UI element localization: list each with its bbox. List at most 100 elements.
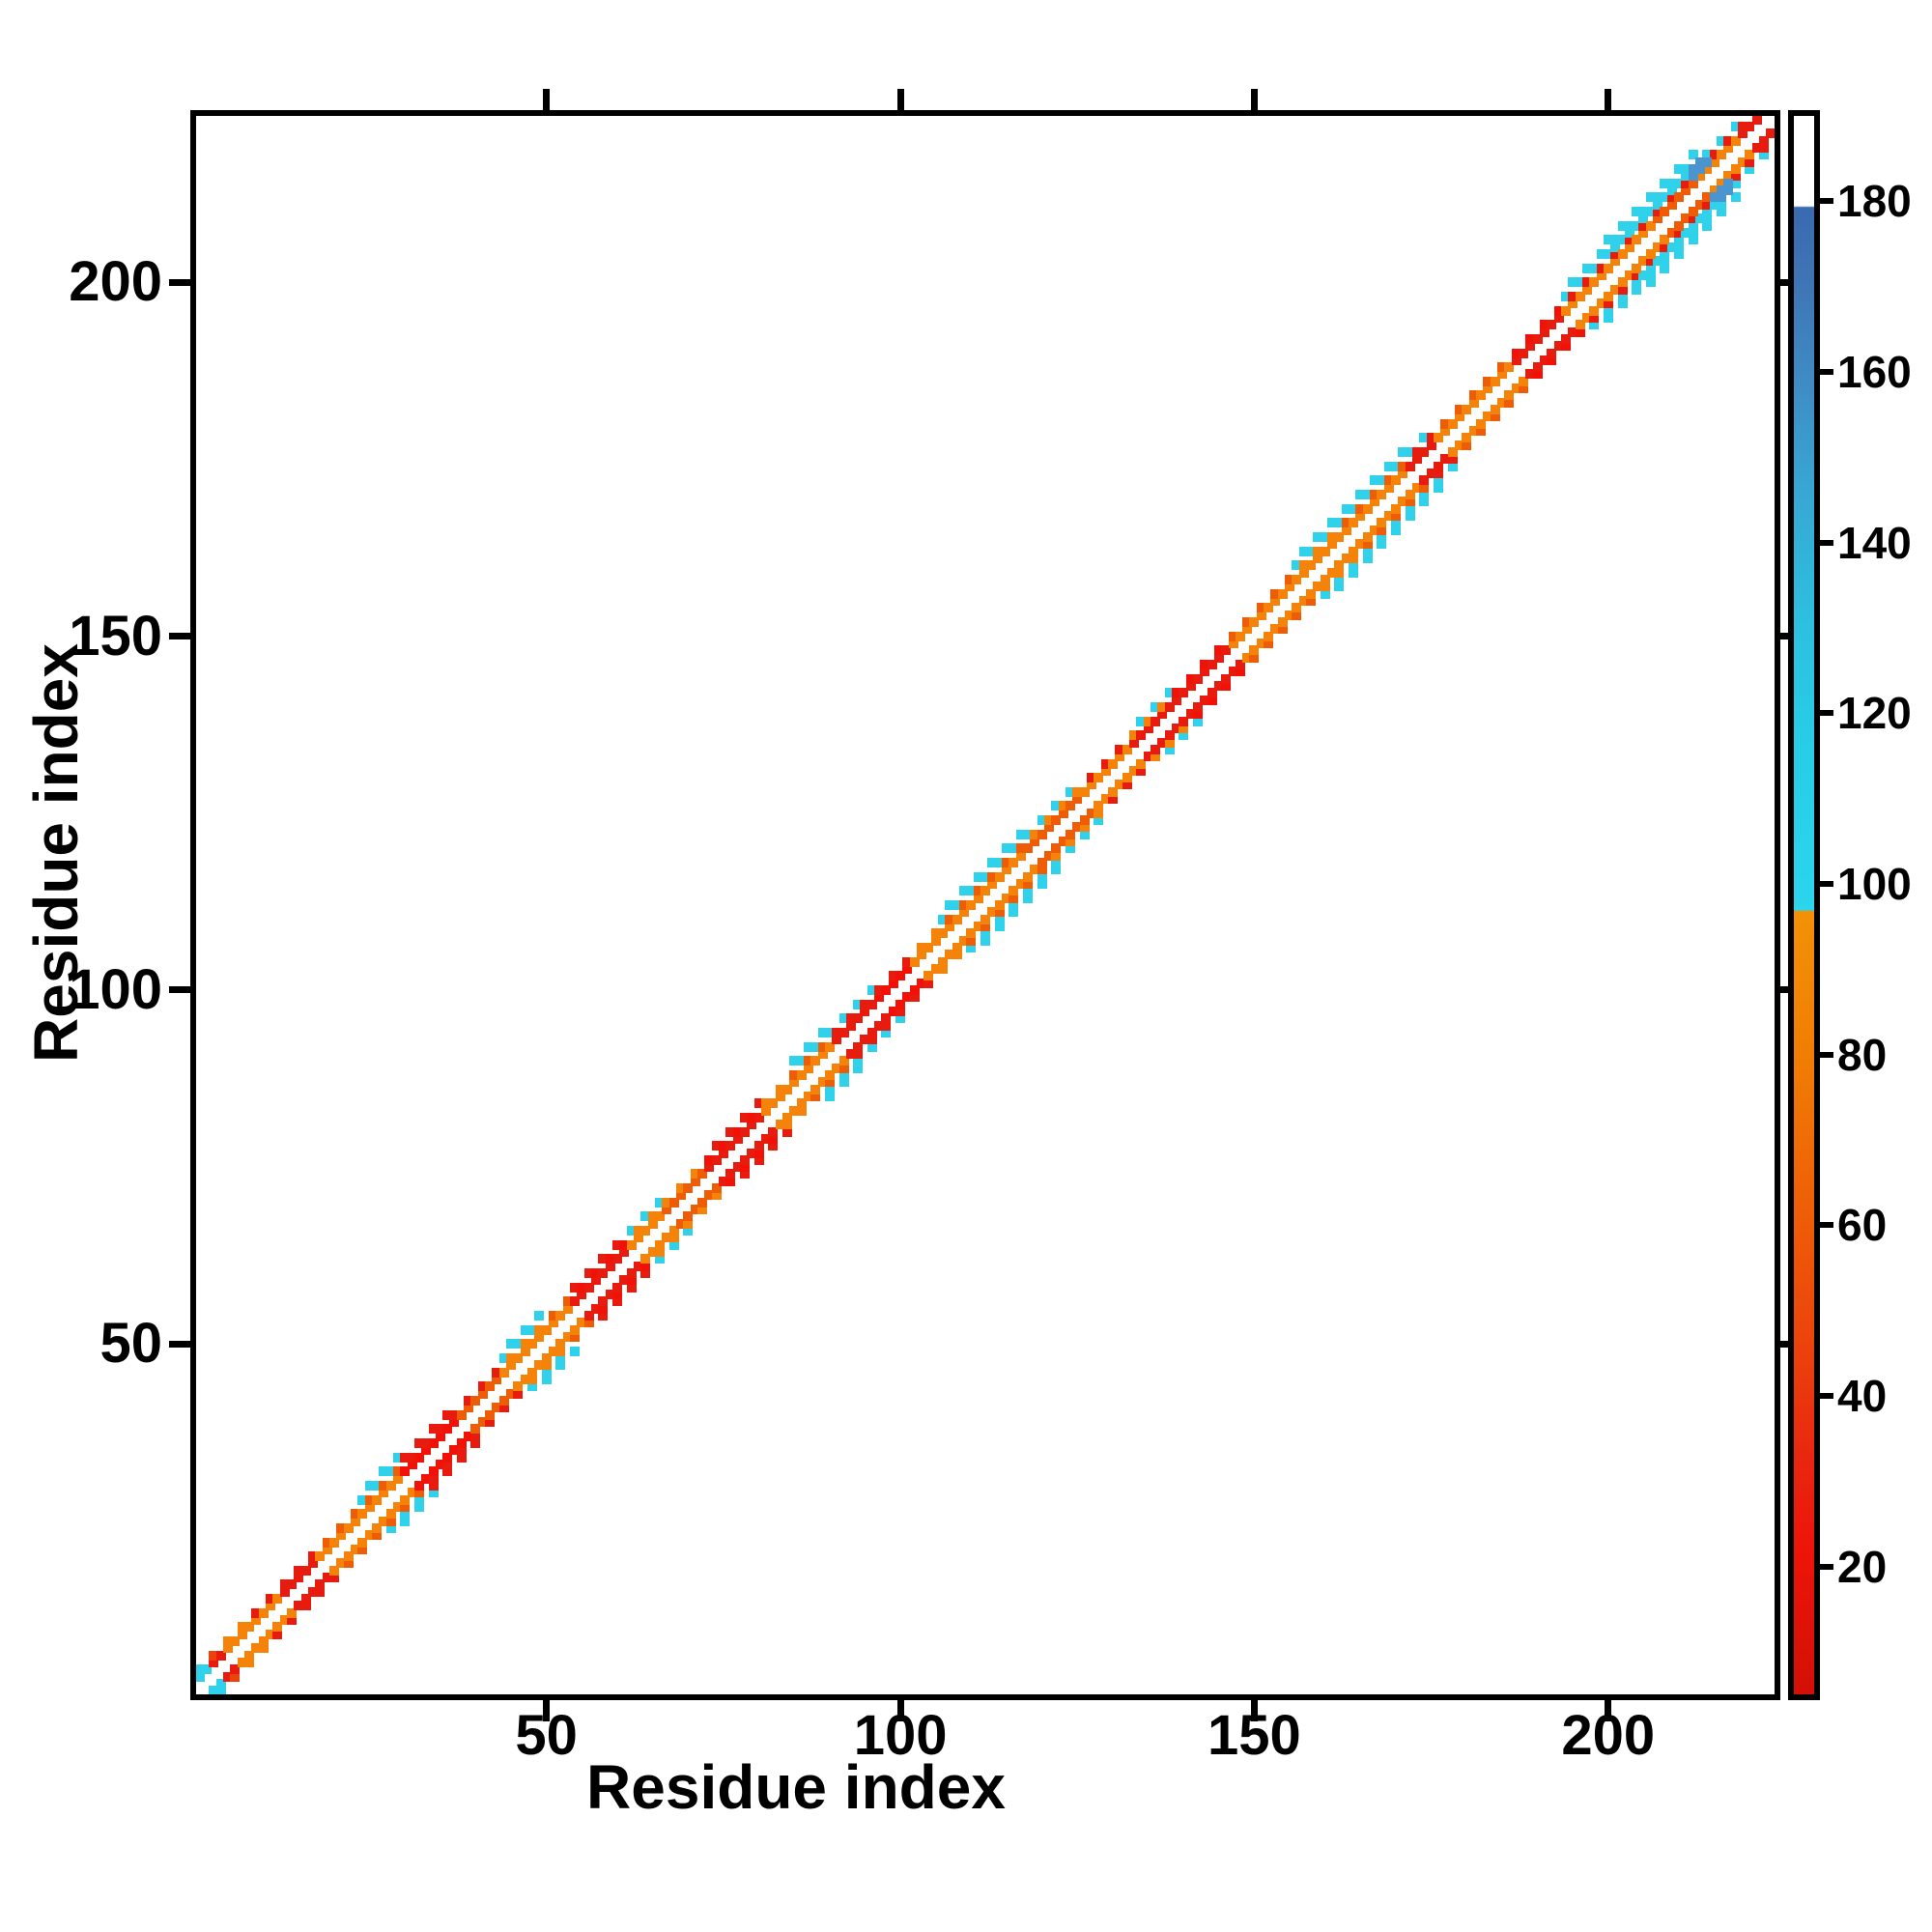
contact-cell — [1334, 532, 1345, 542]
contact-cell — [747, 1120, 757, 1130]
contact-cell — [598, 1303, 609, 1314]
contact-cell — [307, 1586, 318, 1597]
contact-cell — [888, 978, 898, 988]
contact-cell — [1688, 227, 1698, 238]
contact-cell — [1624, 270, 1634, 280]
contact-cell — [492, 1374, 502, 1384]
contact-cell — [202, 1664, 212, 1675]
contact-cell — [1023, 871, 1033, 882]
contact-cell — [470, 1431, 481, 1441]
contact-cell — [485, 1416, 496, 1427]
contact-cell — [662, 1197, 672, 1208]
contact-cell — [1164, 688, 1175, 698]
contact-cell — [930, 963, 941, 974]
contact-cell — [1419, 490, 1430, 499]
contact-cell — [400, 1466, 411, 1477]
contact-cell — [1434, 475, 1443, 486]
contact-cell — [1143, 723, 1153, 733]
contact-cell — [1419, 482, 1430, 493]
contact-cell — [1023, 829, 1033, 839]
contact-cell — [1412, 482, 1422, 493]
contact-cell — [1285, 582, 1295, 592]
contact-cell — [1405, 503, 1415, 514]
contact-cell — [1617, 277, 1628, 288]
contact-cell — [1695, 156, 1706, 167]
contact-cell — [753, 1148, 764, 1158]
contact-cell — [357, 1494, 368, 1505]
contact-cell — [711, 1141, 722, 1151]
contact-cell — [1185, 709, 1196, 720]
contact-cell — [1723, 143, 1734, 153]
contact-cell — [1355, 490, 1366, 499]
contact-cell — [1681, 164, 1691, 174]
colorbar-tick-label: 180 — [1837, 176, 1912, 227]
contact-cell — [640, 1254, 651, 1264]
contact-cell — [1645, 256, 1656, 267]
contact-cell — [506, 1388, 517, 1399]
contact-cell — [307, 1551, 318, 1562]
contact-cell — [1447, 418, 1458, 429]
contact-cell — [1434, 482, 1443, 493]
contact-cell — [775, 1084, 785, 1094]
contact-cell — [1037, 829, 1047, 839]
contact-cell — [1610, 248, 1621, 259]
contact-cell — [845, 1013, 856, 1024]
contact-cell — [506, 1339, 517, 1350]
contact-cell — [980, 871, 990, 882]
contact-cell — [1277, 588, 1288, 599]
contact-cell — [449, 1409, 460, 1420]
contact-cell — [1405, 490, 1415, 499]
contact-cell — [1547, 320, 1557, 330]
contact-cell — [371, 1522, 382, 1533]
contact-cell — [456, 1445, 467, 1456]
contact-cell — [1136, 730, 1147, 741]
contact-cell — [1313, 546, 1323, 556]
contact-cell — [385, 1522, 396, 1533]
contact-cell — [449, 1445, 460, 1456]
plot-frame — [190, 110, 1780, 1700]
contact-cell — [428, 1480, 439, 1491]
contact-cell — [477, 1416, 488, 1427]
contact-cell — [357, 1537, 368, 1548]
contact-cell — [1730, 192, 1741, 203]
colorbar-tick-label: 140 — [1837, 517, 1912, 568]
contact-cell — [1666, 227, 1677, 238]
contact-cell — [1157, 709, 1168, 720]
contact-cell — [598, 1268, 609, 1278]
contact-cell — [1072, 794, 1083, 805]
contact-cell — [237, 1622, 247, 1633]
contact-cell — [541, 1367, 552, 1378]
contact-cell — [265, 1594, 275, 1605]
contact-cell — [1603, 298, 1613, 309]
contact-cell — [994, 900, 1005, 910]
contact-cell — [732, 1133, 743, 1144]
contact-cell — [1532, 333, 1543, 344]
contact-cell — [577, 1290, 587, 1299]
contact-cell — [1610, 256, 1621, 267]
contact-cell — [449, 1416, 460, 1427]
contact-cell — [732, 1162, 743, 1173]
contact-cell — [265, 1629, 275, 1639]
contact-cell — [1249, 616, 1260, 627]
contact-cell — [223, 1636, 233, 1646]
contact-cell — [400, 1494, 411, 1505]
contact-cell — [1454, 440, 1464, 450]
contact-cell — [1660, 248, 1670, 259]
contact-cell — [1581, 277, 1592, 288]
contact-cell — [477, 1388, 488, 1399]
contact-cell — [1560, 305, 1571, 316]
contact-cell — [1434, 461, 1443, 471]
contact-cell — [1702, 164, 1713, 174]
contact-cell — [400, 1516, 411, 1526]
contact-cell — [973, 871, 983, 882]
contact-cell — [541, 1324, 552, 1335]
contact-cell — [1327, 539, 1337, 550]
contact-cell — [591, 1303, 601, 1314]
contact-cell — [1349, 546, 1358, 556]
contact-cell — [549, 1346, 558, 1356]
contact-cell — [760, 1133, 771, 1144]
contact-cell — [796, 1098, 807, 1109]
contact-cell — [1653, 206, 1663, 216]
contact-cell — [196, 1664, 205, 1675]
contact-cell — [1462, 433, 1472, 443]
